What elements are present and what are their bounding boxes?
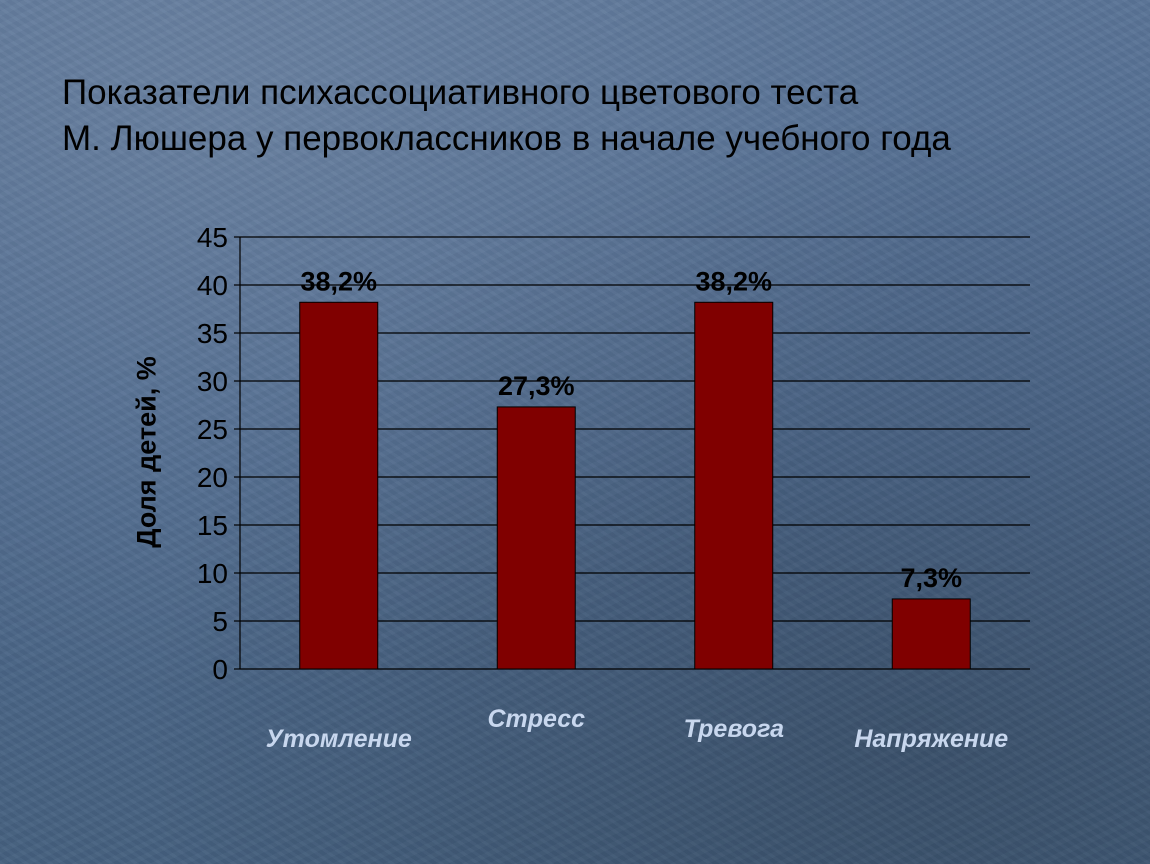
title-line-1: Показатели психассоциативного цветового … <box>62 73 859 112</box>
slide-title: Показатели психассоциативного цветового … <box>62 70 1122 162</box>
y-tick-label: 35 <box>197 318 228 349</box>
category-label: Напряжение <box>854 725 1008 753</box>
category-label: Стресс <box>487 705 585 733</box>
y-tick-label: 45 <box>197 222 228 253</box>
bar <box>496 406 576 670</box>
data-label: 38,2% <box>300 266 377 296</box>
bar <box>694 301 774 670</box>
data-label: 38,2% <box>695 266 772 296</box>
y-tick-label: 10 <box>197 558 228 589</box>
title-line-2: М. Люшера у первоклассников в начале уче… <box>62 119 951 158</box>
data-label: 7,3% <box>900 563 962 593</box>
y-tick-label: 5 <box>212 606 228 637</box>
bar <box>299 301 379 670</box>
y-tick-label: 20 <box>197 462 228 493</box>
y-tick-label: 25 <box>197 414 228 445</box>
data-label: 27,3% <box>498 371 575 401</box>
bar <box>891 598 971 670</box>
category-label: Тревога <box>684 715 785 743</box>
y-tick-label: 0 <box>212 654 228 685</box>
y-tick-label: 15 <box>197 510 228 541</box>
y-tick-label: 30 <box>197 366 228 397</box>
y-tick-label: 40 <box>197 270 228 301</box>
category-label: Утомление <box>266 725 412 753</box>
